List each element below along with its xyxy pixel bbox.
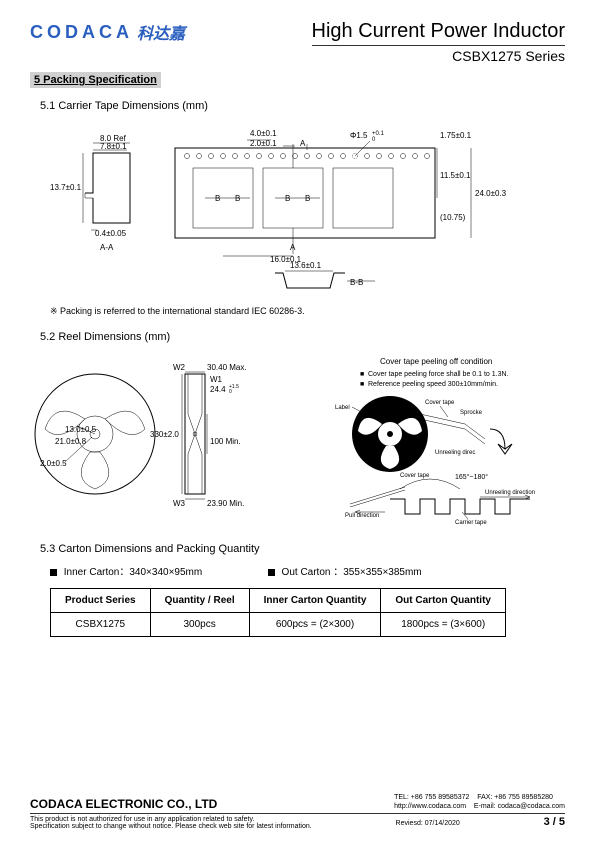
svg-text:0: 0 [372,137,376,143]
svg-text:W2: W2 [173,363,186,372]
svg-text:7.8±0.1: 7.8±0.1 [100,142,127,151]
svg-text:W1: W1 [210,375,223,384]
title-main: High Current Power Inductor [312,20,565,43]
svg-text:Φ1.5: Φ1.5 [350,131,368,140]
section-5-header: 5 Packing Specification [30,72,161,88]
th-qty-reel: Quantity / Reel [150,589,249,613]
subsection-5-3: 5.3 Carton Dimensions and Packing Quanti… [40,543,565,555]
th-inner-qty: Inner Carton Quantity [249,589,381,613]
logo-brand: CODACA [30,22,133,43]
svg-text:Cover tape peeling force shall: Cover tape peeling force shall be 0.1 to… [368,371,509,378]
svg-text:(10.75): (10.75) [440,213,466,222]
svg-text:A-A: A-A [100,243,114,252]
td-qty-reel: 300pcs [150,613,249,637]
svg-text:24.0±0.3: 24.0±0.3 [475,189,507,198]
svg-text:■: ■ [360,371,364,378]
title-series: CSBX1275 Series [312,45,565,64]
svg-text:23.90 Min.: 23.90 Min. [207,499,244,508]
title-area: High Current Power Inductor CSBX1275 Ser… [312,20,565,64]
svg-text:1.75±0.1: 1.75±0.1 [440,131,472,140]
svg-text:Unreeling direc: Unreeling direc [435,450,475,456]
svg-text:330±2.0: 330±2.0 [150,430,179,439]
logo-cn: 科达嘉 [137,20,185,44]
td-out-qty: 1800pcs = (3×600) [381,613,506,637]
svg-text:Reference peeling speed 300±10: Reference peeling speed 300±10mm/min. [368,381,498,388]
svg-text:Cover tape: Cover tape [425,400,455,406]
carrier-tape-diagram: 8.0 Ref 7.8±0.1 13.7±0.1 0.4±0.05 A-A BB… [30,118,565,298]
svg-text:4.0±0.1: 4.0±0.1 [250,129,277,138]
td-inner-qty: 600pcs = (2×300) [249,613,381,637]
svg-text:W3: W3 [173,499,186,508]
svg-text:Pull direction: Pull direction [345,513,379,519]
footer-tel: TEL: +86 755 89585372 [394,794,469,801]
svg-text:165°~180°: 165°~180° [455,473,488,481]
out-carton-label: Out Carton ：355×355×385mm [282,567,422,578]
packing-note: ※ Packing is referred to the internation… [50,306,565,317]
footer-email: E-mail: codaca@codaca.com [474,803,565,810]
svg-text:B: B [235,194,240,203]
svg-text:2.0±0.5: 2.0±0.5 [40,459,67,468]
square-bullet-icon [50,569,57,576]
reel-diagram: 13.0±0.5 21.0±0.8 2.0±0.5 W2 30.40 Max. … [30,349,565,529]
svg-text:13.6±0.1: 13.6±0.1 [290,261,322,270]
svg-text:Cover tape peeling off conditi: Cover tape peeling off condition [380,357,492,366]
footer-contact: TEL: +86 755 89585372 FAX: +86 755 89585… [394,793,565,811]
logo: CODACA 科达嘉 [30,20,185,44]
th-product: Product Series [51,589,151,613]
footer-web: http://www.codaca.com [394,803,466,810]
svg-text:100 Min.: 100 Min. [210,437,241,446]
svg-text:21.0±0.8: 21.0±0.8 [55,437,87,446]
svg-text:Sprocke: Sprocke [460,410,483,416]
svg-text:B: B [305,194,310,203]
svg-text:B: B [215,194,220,203]
footer-disclaimer: This product is not authorized for use i… [30,816,312,830]
svg-text:B-B: B-B [350,278,363,287]
svg-text:2.0±0.1: 2.0±0.1 [250,139,277,148]
svg-text:A: A [300,139,306,148]
tape-svg: 8.0 Ref 7.8±0.1 13.7±0.1 0.4±0.05 A-A BB… [30,118,565,298]
svg-text:0: 0 [229,389,232,395]
inner-carton-label: Inner Carton：340×340×95mm [64,567,202,578]
svg-text:24.4: 24.4 [210,385,226,394]
packing-table: Product Series Quantity / Reel Inner Car… [50,588,506,637]
footer-company: CODACA ELECTRONIC CO., LTD [30,797,217,811]
page-footer: CODACA ELECTRONIC CO., LTD TEL: +86 755 … [30,793,565,830]
td-product: CSBX1275 [51,613,151,637]
carton-dims: Inner Carton：340×340×95mm Out Carton ：35… [50,563,565,578]
footer-revised: Reviesd: 07/14/2020 [396,820,460,827]
page-header: CODACA 科达嘉 High Current Power Inductor C… [30,20,565,64]
svg-text:Label: Label [335,405,350,411]
svg-text:0.4±0.05: 0.4±0.05 [95,229,127,238]
svg-text:Carrier tape: Carrier tape [455,520,487,526]
svg-text:11.5±0.1: 11.5±0.1 [440,171,471,180]
square-bullet-icon [268,569,275,576]
svg-text:Unreeling direction: Unreeling direction [485,490,535,496]
svg-text:Cover tape: Cover tape [400,473,430,479]
page-number: 3 / 5 [544,816,565,830]
subsection-5-2: 5.2 Reel Dimensions (mm) [40,331,565,343]
svg-text:13.7±0.1: 13.7±0.1 [50,183,82,192]
svg-text:■: ■ [360,381,364,388]
th-out-qty: Out Carton Quantity [381,589,506,613]
subsection-5-1: 5.1 Carrier Tape Dimensions (mm) [40,100,565,112]
footer-fax: FAX: +86 755 89585280 [477,794,553,801]
reel-svg: 13.0±0.5 21.0±0.8 2.0±0.5 W2 30.40 Max. … [30,349,565,529]
svg-text:B: B [285,194,290,203]
svg-text:30.40 Max.: 30.40 Max. [207,363,247,372]
